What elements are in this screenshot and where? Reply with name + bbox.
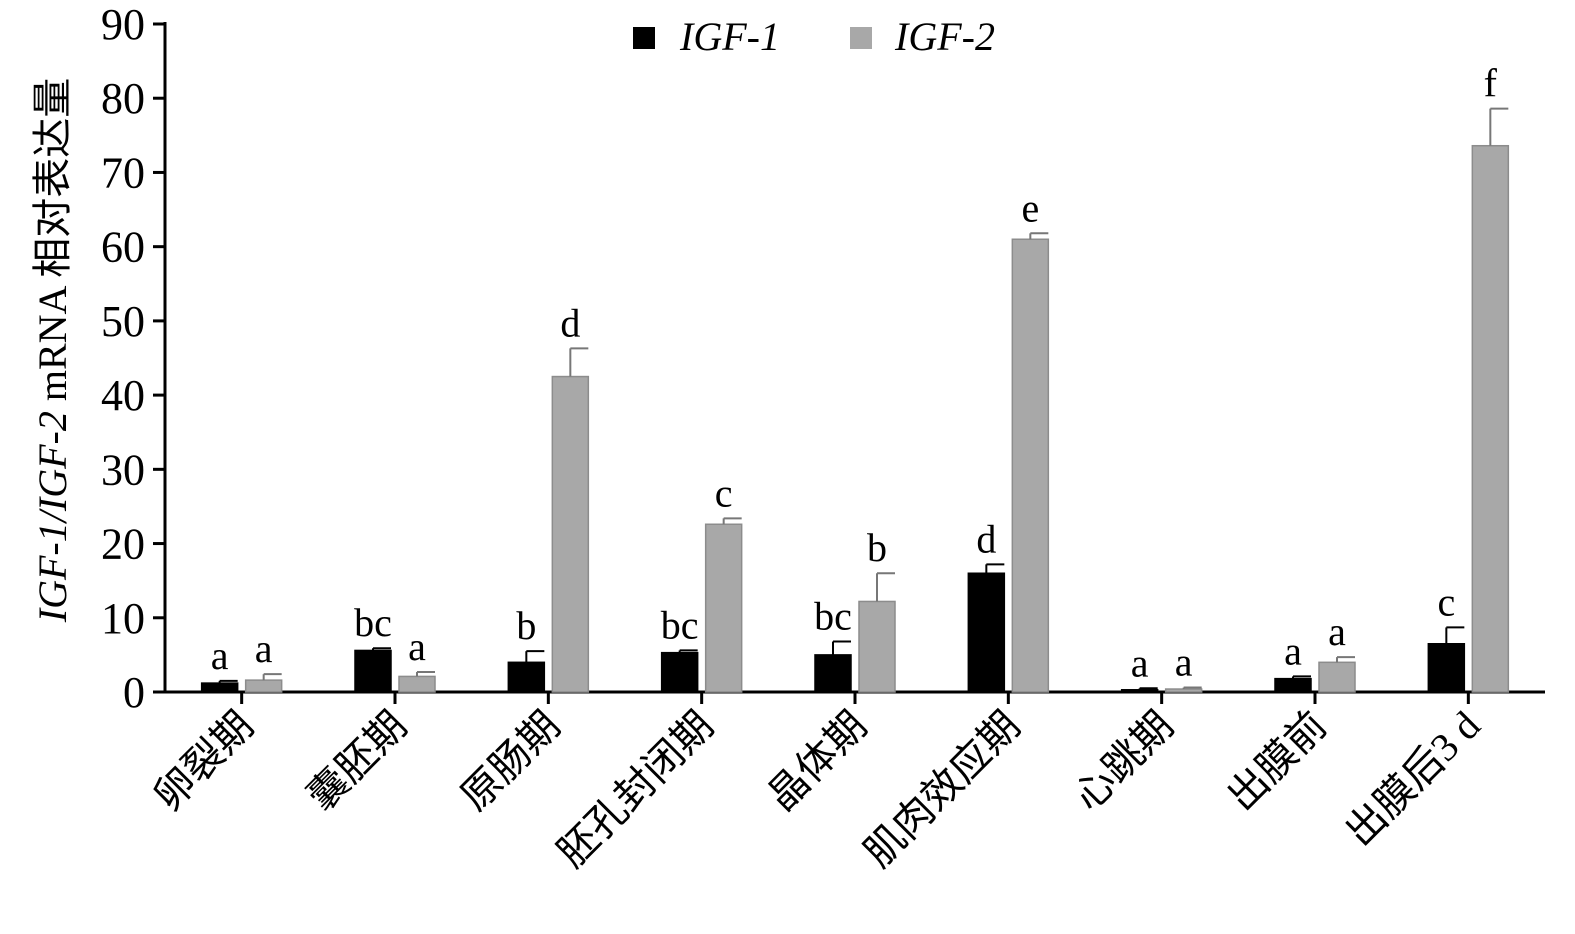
- legend-swatch-igf1: [633, 27, 655, 49]
- legend-swatch-igf2: [850, 27, 872, 49]
- significance-label: a: [408, 624, 426, 669]
- y-axis-label: IGF-1/IGF-2 mRNA 相对表达量: [30, 78, 75, 623]
- bar: [244, 679, 283, 693]
- bar: [1427, 643, 1466, 693]
- significance-label: c: [1437, 579, 1455, 624]
- significance-label: bc: [661, 602, 699, 647]
- x-category-label: 原肠期: [452, 703, 569, 820]
- significance-label: d: [976, 516, 996, 561]
- bar: [1274, 677, 1312, 693]
- significance-label: e: [1021, 185, 1039, 230]
- y-axis-label-gene: IGF-1/IGF-2: [30, 411, 75, 623]
- bar: [507, 661, 546, 693]
- bar: [200, 682, 239, 693]
- y-tick-label: 50: [101, 297, 145, 346]
- x-category-label: 心跳期: [1065, 703, 1182, 820]
- y-tick-label: 20: [101, 520, 145, 569]
- x-category-label: 胚孔封闭期: [549, 703, 722, 876]
- y-tick-label: 80: [101, 74, 145, 123]
- legend-label-igf1: IGF-1: [679, 14, 780, 59]
- significance-label: a: [1284, 628, 1302, 673]
- bar: [398, 675, 436, 693]
- x-category-label: 晶体期: [759, 703, 876, 820]
- bar: [660, 651, 699, 693]
- significance-label: b: [516, 603, 536, 648]
- y-tick-label: 0: [123, 668, 145, 717]
- bar: [1164, 688, 1203, 693]
- y-tick-label: 10: [101, 594, 145, 643]
- y-tick-label: 40: [101, 371, 145, 420]
- y-tick-label: 60: [101, 223, 145, 272]
- x-category-label: 囊胚期: [299, 703, 416, 820]
- x-category-label: 出膜前: [1219, 703, 1336, 820]
- x-category-label: 肌肉效应期: [855, 703, 1028, 876]
- bar: [1120, 689, 1159, 693]
- significance-label: bc: [814, 594, 852, 639]
- y-tick-label: 90: [101, 0, 145, 49]
- bar: [858, 600, 896, 693]
- y-tick-label: 70: [101, 148, 145, 197]
- bar: [1471, 144, 1510, 693]
- legend: IGF-1 IGF-2: [633, 14, 995, 59]
- significance-label: a: [211, 633, 229, 678]
- bar: [551, 375, 590, 693]
- bar: [1318, 661, 1356, 693]
- y-tick-label: 30: [101, 445, 145, 494]
- x-category-label: 出膜后3 d: [1337, 703, 1489, 855]
- significance-label: d: [560, 300, 580, 345]
- significance-label: a: [1328, 609, 1346, 654]
- significance-label: c: [715, 470, 733, 515]
- x-category-label: 卵裂期: [145, 703, 262, 820]
- bar: [1011, 238, 1050, 693]
- y-axis-label-unit: mRNA 相对表达量: [30, 78, 75, 411]
- significance-label: a: [1131, 640, 1149, 685]
- legend-label-igf2: IGF-2: [894, 14, 995, 59]
- significance-label: bc: [354, 600, 392, 645]
- bar: [967, 572, 1006, 693]
- bar: [354, 649, 392, 693]
- significance-label: a: [1175, 640, 1193, 685]
- bar: [704, 523, 743, 693]
- significance-label: f: [1484, 61, 1498, 106]
- y-axis: 0 10 20 30 40 50 60 70 80 90: [101, 0, 167, 717]
- bar: [814, 654, 852, 693]
- significance-label: a: [255, 626, 273, 671]
- significance-label: b: [867, 525, 887, 570]
